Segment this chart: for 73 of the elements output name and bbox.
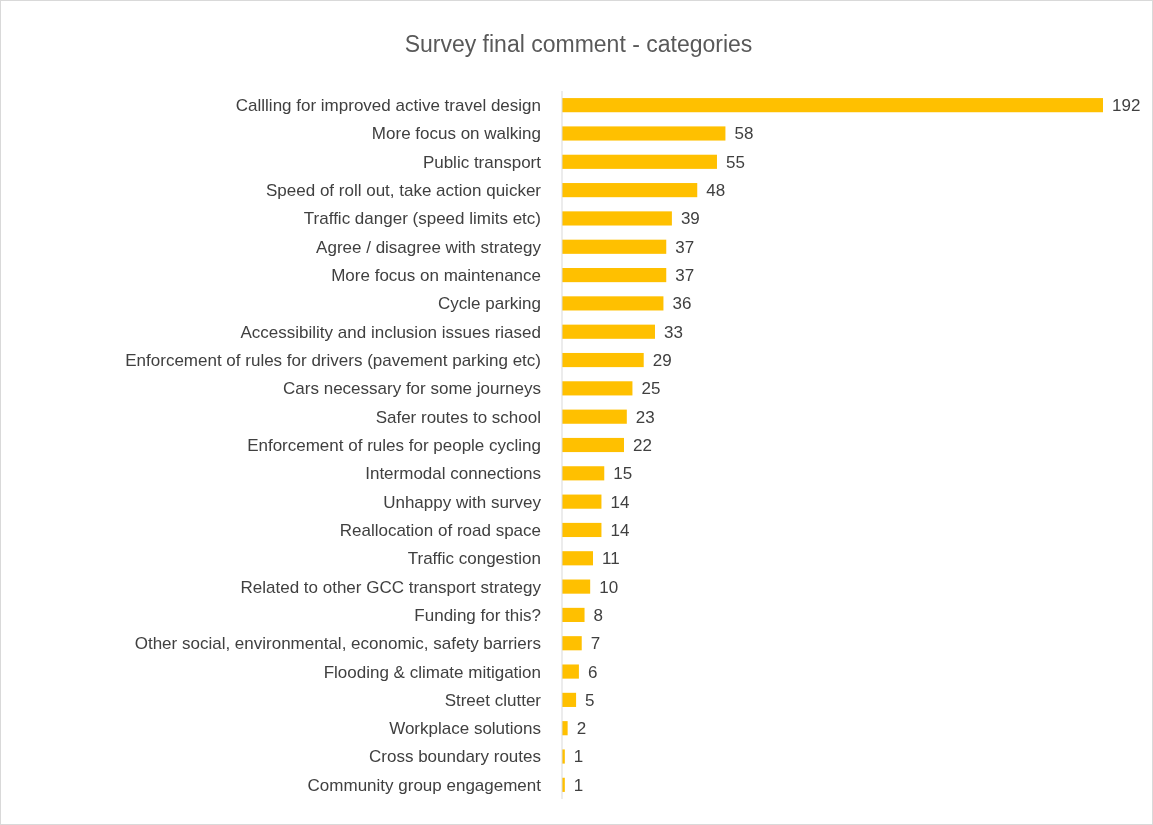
data-label: 37 [675, 266, 695, 286]
y-tick-label: Public transport [422, 152, 542, 172]
bar [562, 494, 602, 509]
y-tick-label: Funding for this? [414, 605, 541, 625]
y-tick-label: Flooding & climate mitigation [323, 662, 541, 682]
data-label: 33 [663, 322, 683, 342]
data-label: 2 [576, 719, 587, 739]
y-tick-label: Street clutter [444, 690, 542, 710]
data-label: 7 [590, 634, 601, 654]
y-tick-label: Related to other GCC transport strategy [240, 577, 542, 597]
data-label: 39 [680, 209, 700, 229]
bar [562, 692, 577, 707]
data-label: 23 [635, 407, 655, 427]
bar [562, 636, 582, 651]
data-label: 25 [641, 379, 661, 399]
data-label: 14 [610, 492, 630, 512]
chart-title: Survey final comment - categories [404, 31, 753, 57]
bar [562, 607, 585, 622]
data-label: 11 [601, 549, 620, 569]
data-label: 55 [725, 152, 745, 172]
y-tick-label: Community group engagement [307, 775, 542, 795]
y-tick-label: More focus on maintenance [331, 266, 541, 286]
y-tick-label: Reallocation of road space [339, 520, 541, 540]
y-tick-label: Accessibility and inclusion issues riased [240, 322, 541, 342]
data-label: 36 [672, 294, 692, 314]
y-tick-label: Other social, environmental, economic, safety barriers [134, 634, 541, 654]
data-label: 15 [613, 464, 633, 484]
bar [562, 579, 591, 594]
bar [562, 126, 726, 141]
bar [562, 551, 593, 566]
y-tick-label: Enforcement of rules for people cycling [247, 435, 541, 455]
y-tick-label: Safer routes to school [375, 407, 541, 427]
data-label: 14 [610, 520, 630, 540]
bar [562, 664, 579, 679]
data-label: 10 [599, 577, 619, 597]
y-tick-label: Enforcement of rules for drivers (pavement parking etc) [125, 350, 541, 370]
bar [562, 381, 633, 396]
data-label: 37 [675, 237, 695, 257]
data-label: 58 [734, 124, 754, 144]
y-tick-label: More focus on walking [371, 124, 541, 144]
bar [562, 437, 624, 453]
bar [562, 466, 605, 481]
data-label: 29 [652, 350, 672, 370]
data-label: 6 [587, 662, 598, 682]
data-label: 5 [585, 690, 595, 710]
y-tick-label: Workplace solutions [389, 719, 541, 739]
data-label: 192 [1112, 96, 1141, 116]
bar [562, 183, 698, 198]
data-label: 48 [706, 181, 726, 201]
bar [562, 409, 627, 424]
data-label: 8 [593, 605, 604, 625]
data-label: 22 [632, 435, 652, 455]
y-tick-label: Speed of roll out, take action quicker [266, 181, 542, 201]
y-tick-label: Intermodal connections [365, 464, 541, 484]
y-tick-label: Cars necessary for some journeys [283, 379, 541, 399]
bar [562, 211, 672, 226]
bar [562, 296, 664, 311]
bar [562, 239, 667, 254]
y-tick-label: Callling for improved active travel design [235, 96, 541, 116]
bar [562, 154, 717, 169]
bar [562, 98, 1103, 113]
y-tick-label: Cycle parking [438, 294, 541, 314]
y-tick-label: Traffic danger (speed limits etc) [303, 209, 541, 229]
y-tick-label: Traffic congestion [407, 549, 541, 569]
bar [562, 352, 644, 368]
data-label: 1 [573, 747, 584, 767]
y-tick-label: Cross boundary routes [369, 747, 541, 767]
data-label: 1 [573, 775, 584, 795]
bar [562, 522, 602, 538]
bar [562, 324, 655, 339]
y-tick-label: Agree / disagree with strategy [316, 237, 542, 257]
bar [562, 268, 667, 283]
y-tick-label: Unhappy with survey [383, 492, 542, 512]
